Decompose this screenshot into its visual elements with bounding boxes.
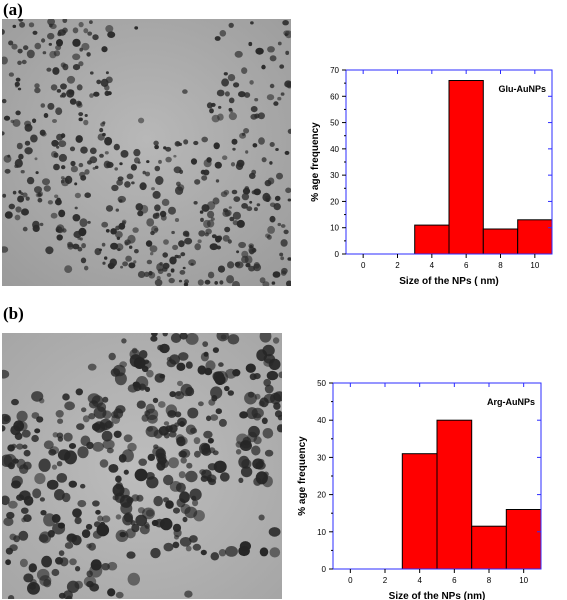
a-bar-8 — [482, 228, 519, 255]
b-xtick-label: 2 — [383, 576, 388, 585]
a-ytick-label: 0 — [335, 250, 340, 259]
tem-micrograph-a — [2, 19, 291, 286]
b-ytick-label: 30 — [317, 453, 326, 462]
a-y-axis-label: % age frequency — [310, 122, 321, 202]
b-xtick-label: 10 — [519, 576, 528, 585]
b-ytick-label: 40 — [317, 416, 326, 425]
a-series-annotation: Glu-AuNPs — [498, 84, 546, 94]
b-x-axis-label: Size of the NPs (nm) — [389, 591, 486, 600]
a-xtick-label: 8 — [498, 261, 503, 270]
a-ytick-label: 10 — [330, 224, 339, 233]
a-xtick-label: 6 — [464, 261, 469, 270]
b-ytick-label: 20 — [317, 491, 326, 500]
a-ytick-label: 40 — [330, 145, 339, 154]
a-ytick-label: 60 — [330, 92, 339, 101]
b-bar-6 — [436, 419, 473, 570]
panel-label-a: (a) — [3, 0, 23, 19]
a-ytick-label: 30 — [330, 171, 339, 180]
tem-micrograph-b — [2, 333, 282, 599]
b-ytick-label: 10 — [317, 528, 326, 537]
b-xtick-label: 8 — [487, 576, 492, 585]
a-ytick-label: 20 — [330, 197, 339, 206]
a-xtick-label: 0 — [361, 261, 366, 270]
a-xtick-label: 10 — [530, 261, 539, 270]
a-x-axis-label: Size of the NPs ( nm) — [399, 276, 498, 287]
b-bar-10 — [505, 509, 542, 570]
b-bar-4 — [401, 453, 438, 570]
b-ytick-label: 50 — [317, 379, 326, 388]
a-bar-4 — [414, 224, 450, 255]
b-series-annotation: Arg-AuNPs — [487, 397, 535, 407]
b-ytick-label: 0 — [322, 565, 327, 574]
b-y-axis-label: % age frequency — [297, 436, 308, 516]
panel-label-b: (b) — [3, 304, 24, 323]
a-bar-10 — [517, 219, 553, 255]
b-xtick-label: 6 — [452, 576, 457, 585]
b-plot-frame — [332, 382, 542, 570]
a-ytick-label: 70 — [330, 66, 339, 75]
a-bar-6 — [448, 80, 484, 255]
b-xtick-label: 4 — [417, 576, 422, 585]
b-xtick-label: 0 — [348, 576, 353, 585]
a-ytick-label: 50 — [330, 119, 339, 128]
a-plot-frame — [345, 69, 553, 255]
a-xtick-label: 2 — [395, 261, 400, 270]
b-bar-8 — [471, 525, 507, 570]
a-xtick-label: 4 — [430, 261, 435, 270]
